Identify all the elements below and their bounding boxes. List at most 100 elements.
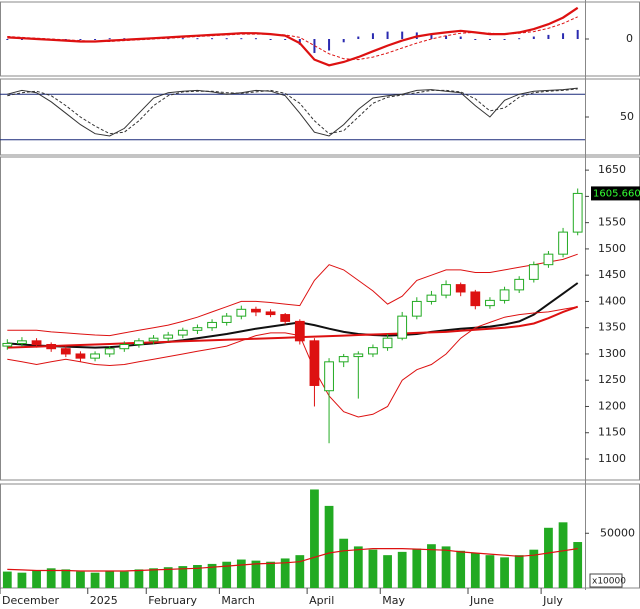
candle-body (572, 192, 583, 233)
k-line (7, 87, 578, 137)
volume-bar (353, 546, 363, 588)
candle-body (455, 284, 466, 293)
volume-bar (193, 565, 202, 588)
candle-body (148, 337, 159, 342)
candle-body (411, 300, 422, 317)
y-tick-label: 1150 (598, 426, 626, 439)
x-tick-label: April (309, 594, 334, 607)
volume-bar (310, 489, 319, 588)
volume-bar (558, 522, 568, 588)
histogram-bar (196, 38, 199, 40)
candle-body (236, 308, 247, 317)
histogram-bar (328, 39, 331, 51)
candle-body (221, 315, 232, 323)
volume-bar (207, 563, 217, 588)
histogram-bar (488, 39, 491, 40)
histogram-bar (269, 39, 272, 40)
histogram-bar (371, 33, 374, 39)
candle-body (338, 356, 349, 363)
candle-body (426, 294, 437, 302)
y-tick-label: 1100 (598, 452, 626, 465)
candle-body (119, 343, 130, 350)
volume-bar (134, 569, 144, 588)
histogram-bar (357, 36, 360, 39)
volume-bar (105, 570, 115, 588)
histogram-bar (576, 29, 579, 39)
volume-bar (441, 546, 451, 588)
histogram-bar (562, 33, 565, 39)
candle-body (514, 278, 525, 291)
candle-body (485, 299, 495, 307)
y-tick-label: 1550 (598, 216, 626, 229)
volume-bar (339, 538, 349, 588)
volume-bar (163, 567, 173, 588)
histogram-bar (474, 39, 477, 40)
histogram-bar (386, 31, 389, 39)
y-tick-label: 1250 (598, 373, 626, 386)
histogram-bar (401, 31, 404, 39)
histogram-bar (503, 39, 506, 40)
overlay-line (7, 305, 579, 349)
overlay-line (7, 253, 578, 337)
histogram-bar (430, 34, 433, 39)
y-tick-label: 1450 (598, 268, 626, 281)
candle-body (499, 289, 510, 301)
candle-body (470, 291, 481, 307)
x-tick-label: May (382, 594, 405, 607)
volume-bar (456, 550, 466, 588)
candle-body (280, 314, 291, 322)
candle-body (543, 253, 554, 266)
volume-bar (573, 542, 583, 588)
histogram-bar (342, 39, 345, 43)
histogram-bar (108, 38, 111, 40)
overlay-line (7, 306, 578, 418)
candle-body (294, 320, 305, 342)
x-tick-label: March (221, 594, 255, 607)
volume-bar (368, 549, 378, 588)
candle-body (397, 315, 408, 339)
histogram-bar (225, 38, 228, 40)
volume-bar (500, 557, 509, 588)
x-tick-label: 2025 (90, 594, 118, 607)
volume-bar (76, 571, 85, 588)
histogram-bar (284, 39, 287, 40)
volume-bar (251, 560, 261, 588)
candle-body (60, 348, 71, 355)
candle-body (207, 321, 217, 329)
y-tick-label: 1400 (598, 294, 626, 307)
histogram-bar (459, 36, 462, 39)
histogram-bar (181, 38, 184, 40)
candle-body (528, 264, 539, 280)
candle-body (558, 231, 568, 255)
last-price-label: 1605.660 (593, 188, 640, 199)
macd-line (7, 6, 579, 67)
volume-bar (149, 568, 158, 588)
histogram-bar (532, 36, 535, 39)
histogram-bar (240, 38, 243, 40)
x-tick-label: June (469, 594, 494, 607)
histogram-bar (254, 38, 257, 40)
volume-bar (266, 561, 275, 588)
histogram-bar (211, 38, 214, 40)
candle-body (309, 340, 320, 386)
volume-bar (280, 558, 290, 588)
volume-bar (470, 552, 480, 588)
candle-body (75, 353, 86, 359)
last-price-box (591, 186, 640, 201)
candle-body (324, 361, 334, 392)
volume-bar (544, 527, 553, 588)
volume-bar (236, 559, 246, 588)
volume-bar (17, 572, 27, 588)
candle-body (177, 329, 188, 336)
candle-body (265, 311, 276, 316)
volume-bar (46, 568, 56, 588)
candle-body (104, 348, 115, 355)
volume-bar (178, 566, 188, 588)
unit-label: x10000 (592, 577, 626, 587)
volume-bar (222, 561, 232, 588)
candle-body (368, 347, 378, 355)
candle-body (134, 340, 144, 345)
volume-bar (383, 555, 392, 588)
